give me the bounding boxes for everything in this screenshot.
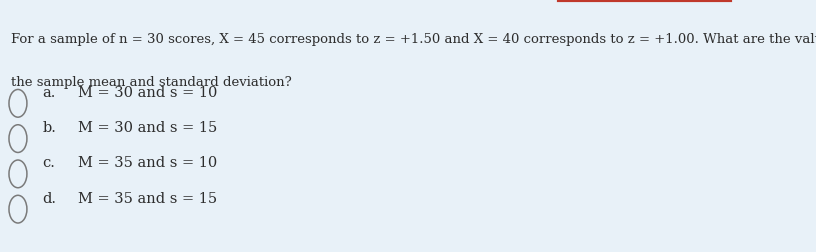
Text: For a sample of n = 30 scores, X = 45 corresponds to z = +1.50 and X = 40 corres: For a sample of n = 30 scores, X = 45 co… <box>11 33 816 46</box>
Text: d.: d. <box>42 192 56 206</box>
Text: M = 30 and s = 15: M = 30 and s = 15 <box>78 121 217 135</box>
Text: c.: c. <box>42 156 55 170</box>
Text: M = 35 and s = 10: M = 35 and s = 10 <box>78 156 217 170</box>
Text: b.: b. <box>42 121 56 135</box>
Text: a.: a. <box>42 86 55 100</box>
Text: M = 35 and s = 15: M = 35 and s = 15 <box>78 192 216 206</box>
Text: the sample mean and standard deviation?: the sample mean and standard deviation? <box>11 76 291 89</box>
Text: M = 30 and s = 10: M = 30 and s = 10 <box>78 86 217 100</box>
